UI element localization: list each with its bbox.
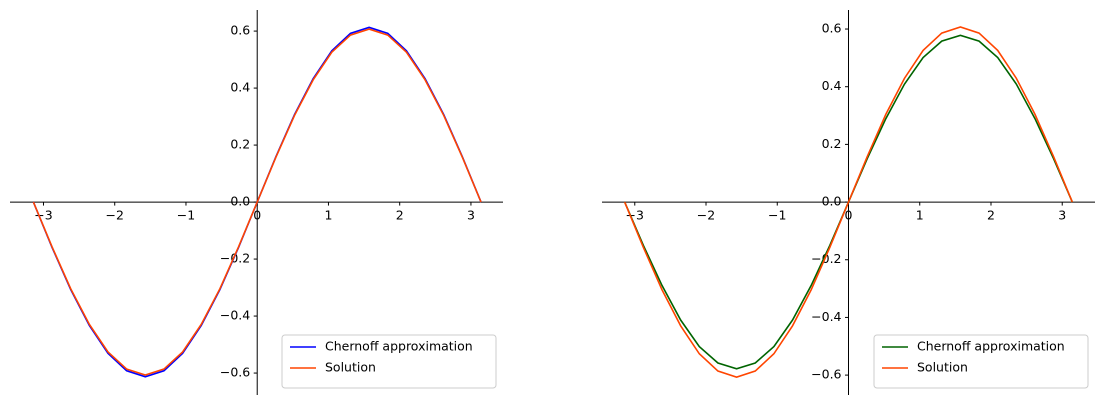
y-tick-label: −0.4	[220, 308, 250, 323]
y-tick-label: 0.2	[822, 136, 842, 151]
legend: Chernoff approximation Solution	[873, 334, 1089, 389]
x-tick-label: 2	[396, 208, 404, 223]
y-tick-label: −0.2	[811, 251, 841, 266]
x-tick-label: 0	[253, 208, 261, 223]
legend-box	[281, 334, 497, 389]
x-tick-label: 3	[467, 208, 475, 223]
y-tick-label: 0.2	[230, 137, 250, 152]
y-tick-label: −0.6	[811, 367, 841, 382]
legend-label: Chernoff approximation	[325, 339, 473, 354]
series-line	[32, 28, 482, 376]
legend-label: Solution	[917, 360, 968, 375]
y-tick-label: 0.0	[230, 194, 250, 209]
x-tick-label: −2	[697, 208, 715, 223]
y-tick-label: 0.6	[822, 21, 842, 36]
x-tick-label: −3	[34, 208, 52, 223]
legend-box	[873, 334, 1089, 389]
y-tick-label: 0.0	[822, 194, 842, 209]
legend-label: Solution	[325, 360, 376, 375]
x-tick-label: −2	[106, 208, 124, 223]
y-tick-label: −0.4	[811, 309, 841, 324]
y-tick-label: 0.4	[230, 80, 250, 95]
x-tick-label: −1	[768, 208, 786, 223]
x-tick-label: 3	[1058, 208, 1066, 223]
series-line	[623, 26, 1074, 378]
y-tick-label: 0.6	[230, 23, 250, 38]
x-tick-label: 1	[916, 208, 924, 223]
x-tick-label: −1	[177, 208, 195, 223]
x-tick-label: 0	[845, 208, 853, 223]
y-tick-label: 0.4	[822, 78, 842, 93]
legend-label: Chernoff approximation	[917, 339, 1065, 354]
y-tick-label: −0.6	[220, 365, 250, 380]
x-tick-label: 2	[987, 208, 995, 223]
y-tick-label: −0.2	[220, 251, 250, 266]
legend: Chernoff approximation Solution	[281, 334, 497, 389]
x-tick-label: −3	[626, 208, 644, 223]
x-tick-label: 1	[324, 208, 332, 223]
